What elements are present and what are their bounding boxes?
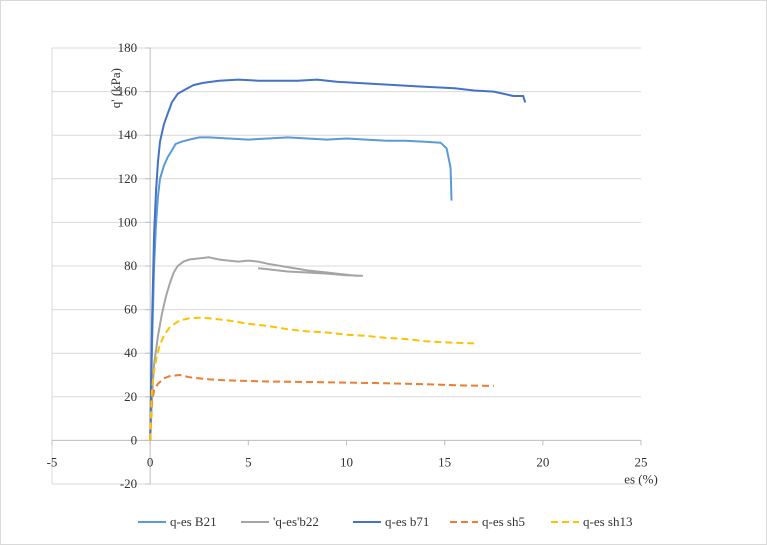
legend: q-es B21 'q-es'b22 q-es b71 q-es sh5 q-es sh… xyxy=(138,514,632,529)
legend-label-1: 'q-es'b22 xyxy=(273,514,319,529)
y-tick-label-4: 60 xyxy=(124,302,137,317)
series-line-2 xyxy=(149,78,527,441)
legend-label-2: q-es b71 xyxy=(385,514,429,529)
x-tick-label-1: 0 xyxy=(147,454,154,469)
x-tick-label-6: 25 xyxy=(635,454,648,469)
y-tick-label-10: 180 xyxy=(118,40,138,55)
gridlines xyxy=(51,47,641,485)
y-tick-label-8: 140 xyxy=(118,127,138,142)
y-tick-label-9: 160 xyxy=(118,84,138,99)
x-axis-title: es (%) xyxy=(624,471,658,486)
legend-label-0: q-es B21 xyxy=(170,514,217,529)
series-line-4 xyxy=(149,316,475,441)
y-tick-label-6: 100 xyxy=(118,214,138,229)
y-tick-label-0: -20 xyxy=(120,476,137,491)
x-tick-label-5: 20 xyxy=(536,454,549,469)
tick-labels: -20 0 20 40 60 80 100 120 140 160 180 -5 0 5 10 15 20 25 xyxy=(47,40,648,491)
x-tick-label-4: 15 xyxy=(438,454,451,469)
y-tick-label-1: 0 xyxy=(131,432,138,447)
y-tick-label-7: 120 xyxy=(118,171,138,186)
y-tick-label-5: 80 xyxy=(124,258,137,273)
y-axis-title: q' (kPa) xyxy=(108,68,123,108)
series-line-0 xyxy=(149,136,453,441)
x-tick-label-0: -5 xyxy=(47,454,58,469)
series-line-1 xyxy=(149,256,364,441)
data-series xyxy=(149,78,527,441)
series-line-3 xyxy=(149,374,494,441)
y-tick-label-2: 20 xyxy=(124,389,137,404)
legend-label-3: q-es sh5 xyxy=(482,514,525,529)
x-tick-label-3: 10 xyxy=(340,454,353,469)
legend-label-4: q-es sh13 xyxy=(583,514,632,529)
x-tick-label-2: 5 xyxy=(245,454,252,469)
y-tick-label-3: 40 xyxy=(124,345,137,360)
